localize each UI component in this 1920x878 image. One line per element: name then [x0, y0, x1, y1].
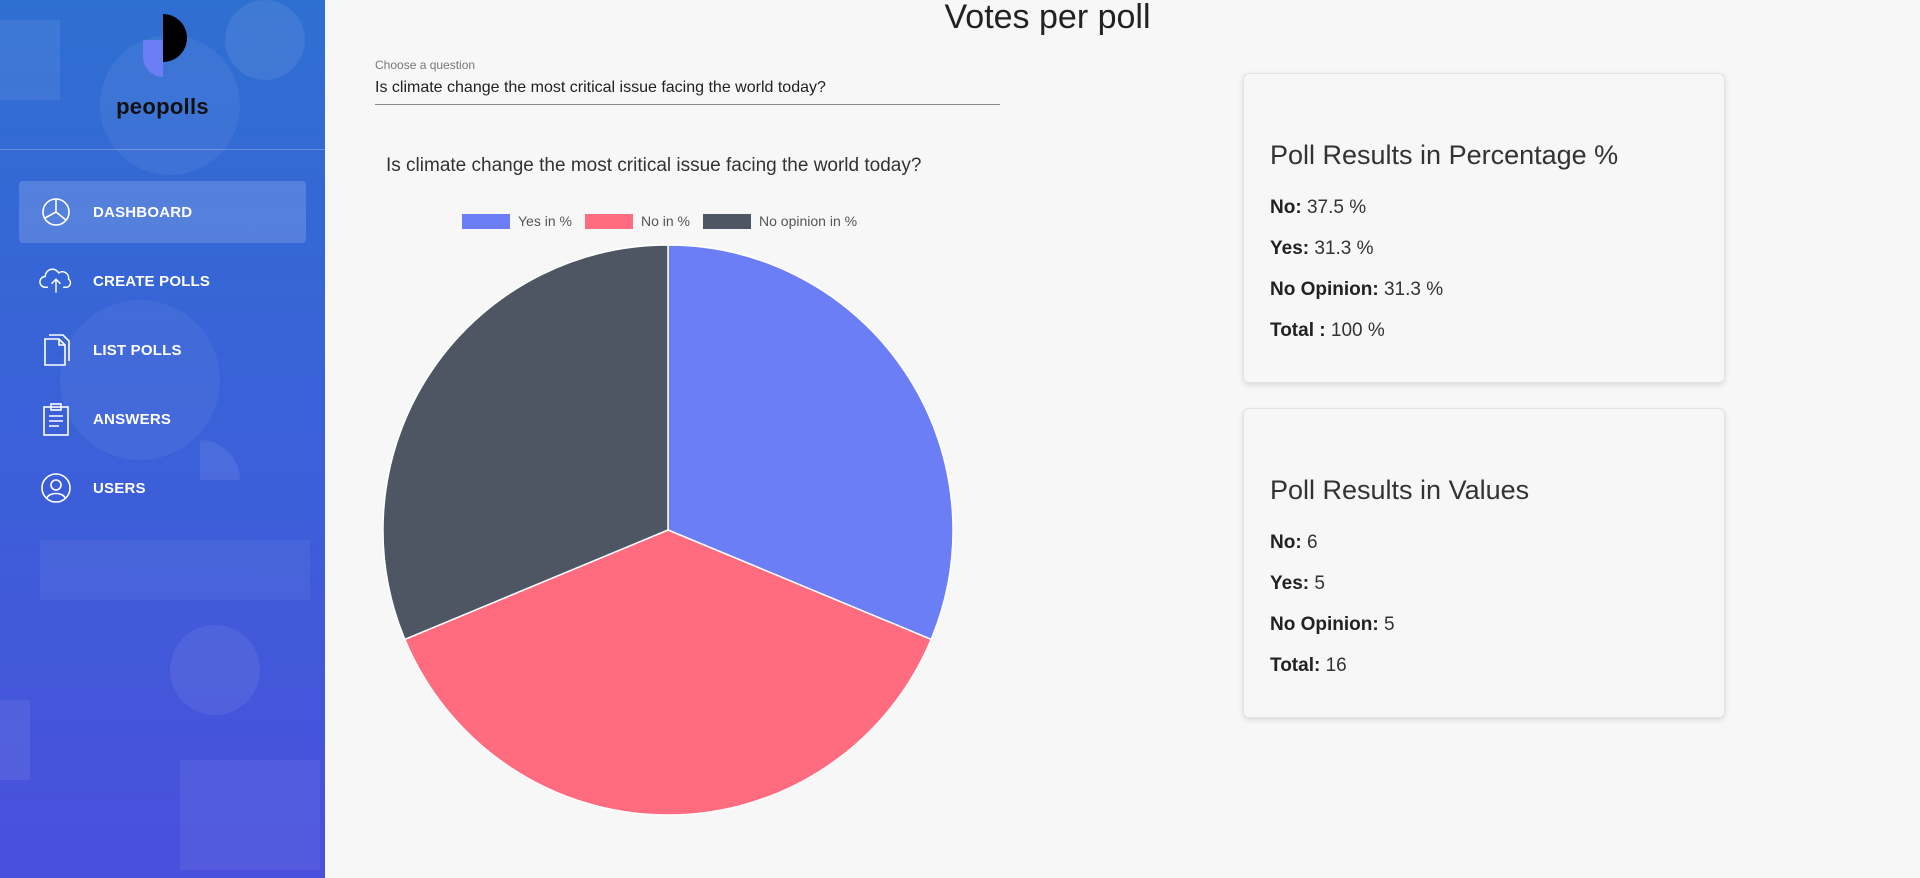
legend-label: Yes in % [518, 213, 572, 229]
sidebar-item-label: LIST POLLS [93, 341, 182, 359]
result-value: 5 [1314, 573, 1325, 594]
sidebar-item-list-polls[interactable]: LIST POLLS [19, 319, 306, 381]
sidebar-item-label: USERS [93, 479, 146, 497]
chart-legend: Yes in % No in % No opinion in % [462, 213, 870, 229]
result-value: 31.3 % [1314, 238, 1374, 259]
result-row-total: Total: 16 [1270, 655, 1347, 677]
clipboard-icon [39, 402, 73, 436]
sidebar-item-dashboard[interactable]: DASHBOARD [19, 181, 306, 243]
documents-icon [39, 333, 73, 367]
result-row-yes: Yes: 5 [1270, 573, 1325, 595]
result-value: 5 [1383, 614, 1395, 635]
legend-item-no[interactable]: No in % [584, 213, 690, 229]
sidebar: peopolls DASHBOARD CREATE POLLS [0, 0, 325, 878]
result-row-total: Total : 100 % [1270, 320, 1385, 342]
result-row-no-opinion: No Opinion: 5 [1270, 614, 1395, 636]
legend-label: No in % [640, 213, 690, 229]
legend-item-yes[interactable]: Yes in % [462, 213, 572, 229]
result-value: 100 % [1330, 320, 1385, 341]
sidebar-divider [0, 149, 325, 150]
legend-item-no-opinion[interactable]: No opinion in % [703, 213, 857, 229]
question-select[interactable]: Choose a question Is climate change the … [375, 58, 1000, 105]
result-row-no: No: 37.5 % [1270, 197, 1366, 219]
result-value: 31.3 % [1383, 279, 1444, 300]
result-row-no-opinion: No Opinion: 31.3 % [1270, 279, 1443, 301]
card-title: Poll Results in Percentage % [1270, 140, 1619, 170]
logo-mark-icon [142, 14, 187, 77]
logo-text: peopolls [116, 94, 209, 119]
chart-title: Is climate change the most critical issu… [386, 155, 922, 176]
result-label: No Opinion: [1270, 614, 1379, 635]
page-title: Votes per poll [944, 0, 1151, 36]
result-label: Yes: [1270, 238, 1310, 259]
result-value: 6 [1306, 532, 1318, 553]
result-value: 37.5 % [1306, 197, 1367, 218]
result-label: Total : [1270, 320, 1326, 341]
cloud-upload-icon [39, 264, 73, 298]
pie-chart-icon [39, 195, 73, 229]
background-shapes [0, 0, 320, 870]
result-label: No Opinion: [1270, 279, 1379, 300]
legend-swatch [462, 213, 510, 229]
legend-label: No opinion in % [759, 213, 858, 229]
sidebar-item-users[interactable]: USERS [19, 457, 306, 519]
legend-swatch [703, 213, 751, 229]
pie-slice-no[interactable] [403, 529, 933, 816]
sidebar-background-pattern [0, 0, 325, 878]
legend-swatch [584, 213, 633, 229]
question-select-caption: Choose a question [375, 58, 476, 72]
result-value: 16 [1325, 655, 1347, 676]
user-icon [39, 471, 73, 505]
result-label: Total: [1270, 655, 1321, 676]
values-results-card: Poll Results in Values No: 6 Yes: 5 No O… [1243, 408, 1725, 718]
result-row-no: No: 6 [1270, 532, 1318, 554]
percentage-results-card: Poll Results in Percentage % No: 37.5 % … [1243, 73, 1725, 383]
sidebar-item-label: ANSWERS [93, 410, 172, 428]
pie-slice-yes[interactable] [667, 244, 954, 641]
sidebar-item-answers[interactable]: ANSWERS [19, 388, 306, 450]
sidebar-item-label: DASHBOARD [93, 203, 193, 221]
result-label: No: [1270, 197, 1302, 218]
result-label: No: [1270, 532, 1302, 553]
brand-logo[interactable]: peopolls [0, 12, 325, 120]
result-label: Yes: [1270, 573, 1310, 594]
pie-slice-no-opinion[interactable] [382, 244, 669, 641]
pie-chart [382, 244, 954, 816]
result-row-yes: Yes: 31.3 % [1270, 238, 1374, 260]
question-select-value[interactable]: Is climate change the most critical issu… [375, 79, 1000, 105]
sidebar-item-create-polls[interactable]: CREATE POLLS [19, 250, 306, 312]
sidebar-nav: DASHBOARD CREATE POLLS LIST POLLS [19, 181, 306, 526]
card-title: Poll Results in Values [1270, 475, 1530, 505]
sidebar-item-label: CREATE POLLS [93, 272, 211, 290]
